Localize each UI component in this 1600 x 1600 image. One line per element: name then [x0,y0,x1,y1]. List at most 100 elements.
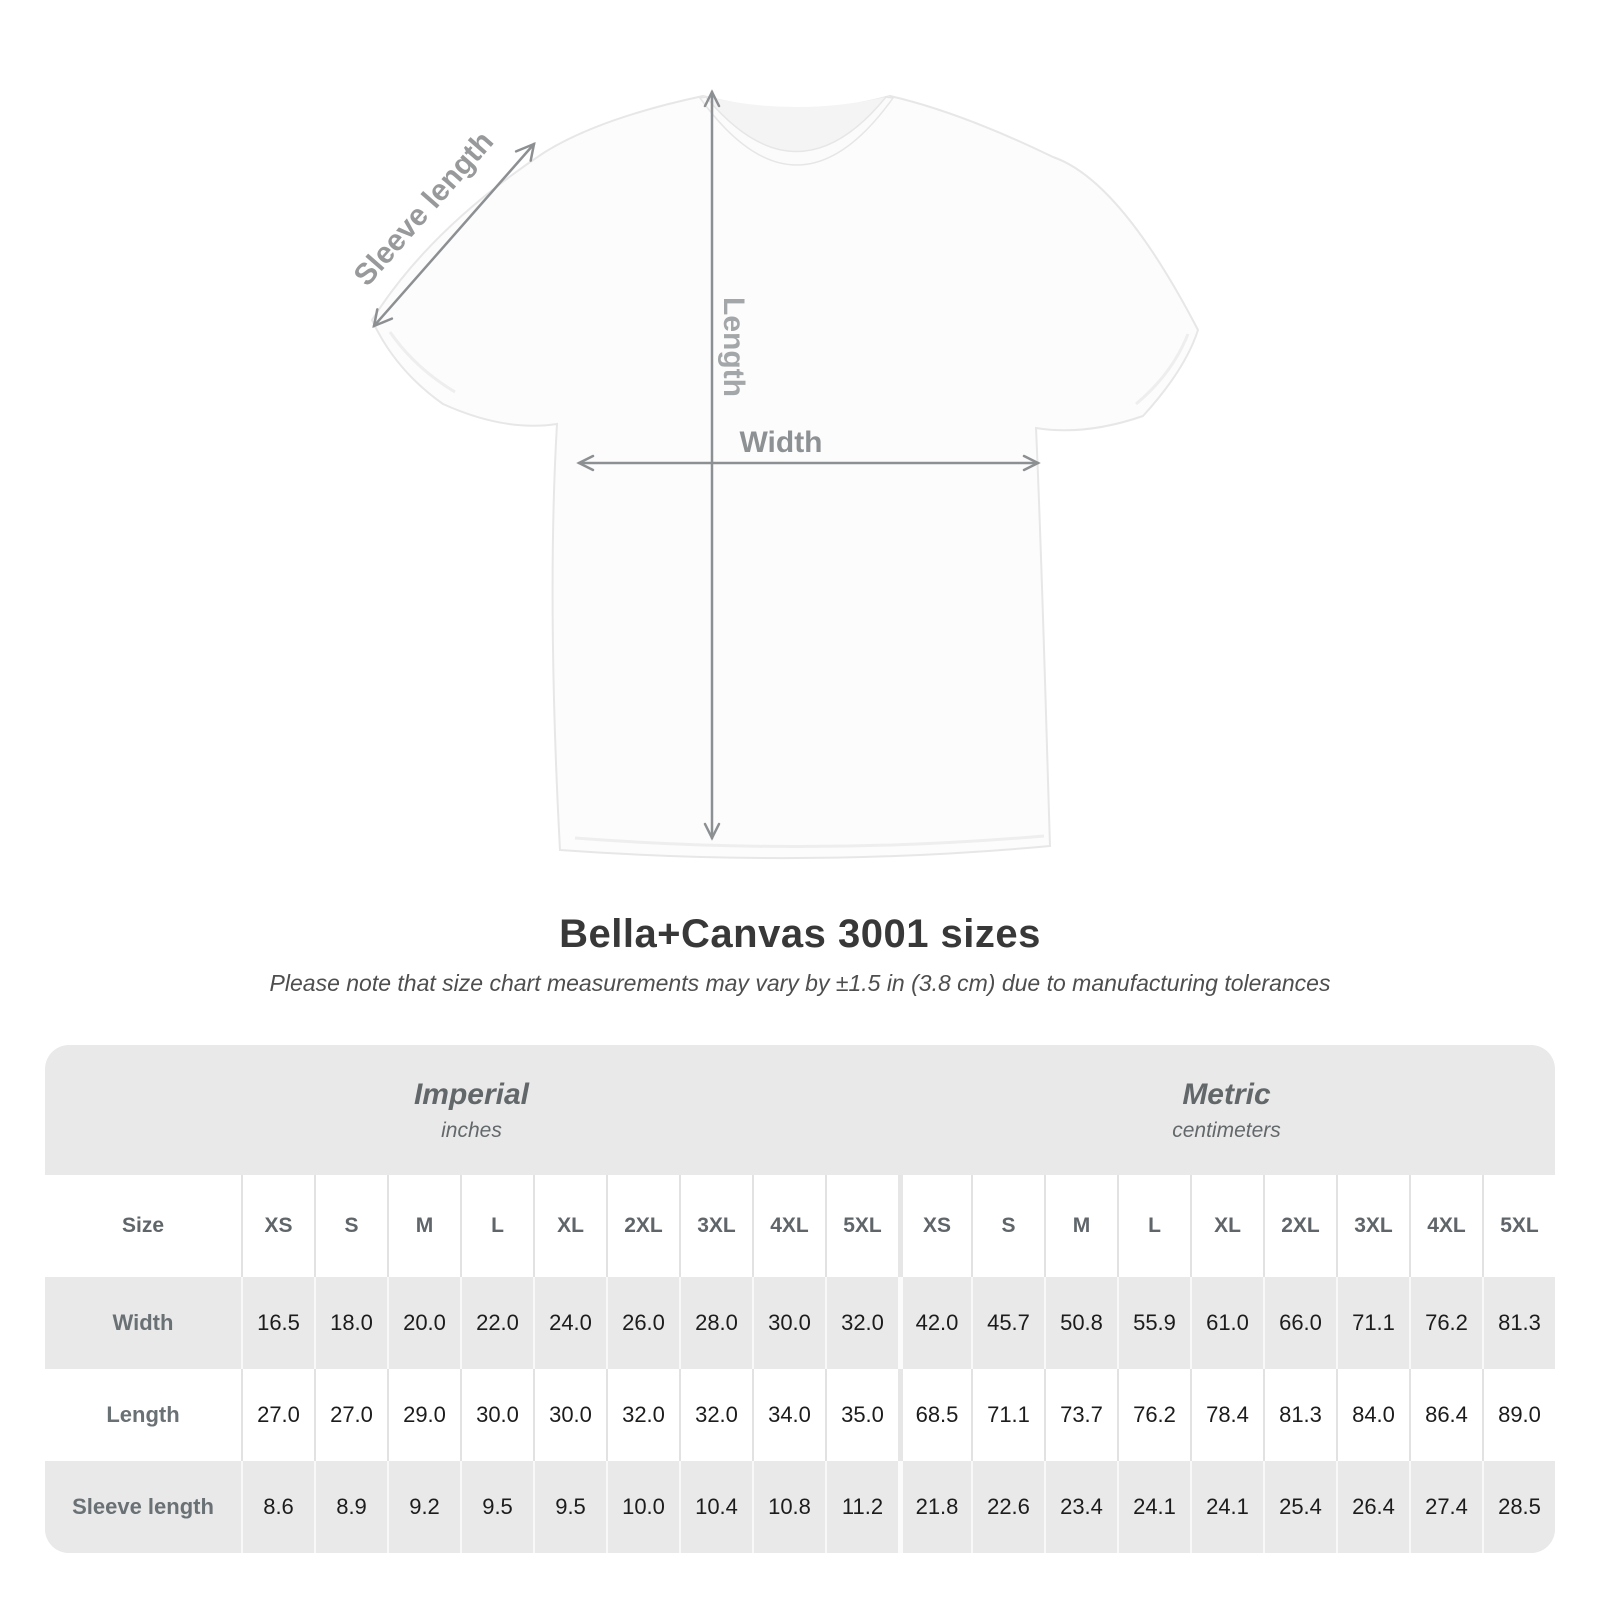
size-header-imperial-s: S [314,1175,387,1277]
length-metric-2xl: 81.3 [1263,1369,1336,1461]
right-cuff-fold [1135,333,1190,406]
imperial-header: Imperial inches [45,1045,898,1175]
size-header-imperial-xs: XS [241,1175,314,1277]
length-imperial-5xl: 35.0 [825,1369,898,1461]
size-table: Imperial inches Metric centimeters Size X… [45,1045,1555,1553]
tshirt-illustration [370,94,1200,860]
metric-header: Metric centimeters [898,1045,1555,1175]
length-arrow [703,89,721,841]
size-header-imperial-m: M [387,1175,460,1277]
sleeve-length-metric-5xl: 28.5 [1482,1461,1555,1553]
length-metric-l: 76.2 [1117,1369,1190,1461]
width-imperial-xs: 16.5 [241,1277,314,1369]
tshirt-measurement-diagram: Sleeve length Length Width [348,89,1200,860]
size-header-imperial-3xl: 3XL [679,1175,752,1277]
sleeve-length-imperial-5xl: 11.2 [825,1461,898,1553]
row-label-sleeve-length: Sleeve length [45,1461,241,1553]
sleeve-length-imperial-2xl: 10.0 [606,1461,679,1553]
bottom-hem-stitch [574,834,1045,849]
size-header-metric-3xl: 3XL [1336,1175,1409,1277]
sleeve-length-metric-xl: 24.1 [1190,1461,1263,1553]
sleeve-length-imperial-m: 9.2 [387,1461,460,1553]
width-imperial-m: 20.0 [387,1277,460,1369]
size-header-metric-2xl: 2XL [1263,1175,1336,1277]
row-label-length: Length [45,1369,241,1461]
sleeve-length-metric-xs: 21.8 [898,1461,971,1553]
sleeve-length-imperial-l: 9.5 [460,1461,533,1553]
width-metric-l: 55.9 [1117,1277,1190,1369]
width-imperial-4xl: 30.0 [752,1277,825,1369]
size-header-imperial-l: L [460,1175,533,1277]
imperial-unit: inches [441,1118,502,1142]
size-grid: Size XS S M L XL 2XL 3XL 4XL 5XL XS S M L XL 2XL 3XL 4XL 5… [45,1175,1555,1553]
tshirt-svg: Sleeve length Length Width [348,89,1200,860]
width-metric-2xl: 66.0 [1263,1277,1336,1369]
row-label-width: Width [45,1277,241,1369]
length-metric-3xl: 84.0 [1336,1369,1409,1461]
length-metric-5xl: 89.0 [1482,1369,1555,1461]
length-imperial-2xl: 32.0 [606,1369,679,1461]
tolerance-note: Please note that size chart measurements… [269,970,1331,996]
size-header-imperial-xl: XL [533,1175,606,1277]
sleeve-length-imperial-3xl: 10.4 [679,1461,752,1553]
sleeve-length-imperial-xl: 9.5 [533,1461,606,1553]
length-imperial-3xl: 32.0 [679,1369,752,1461]
width-imperial-2xl: 26.0 [606,1277,679,1369]
size-header-imperial-2xl: 2XL [606,1175,679,1277]
width-label: Width [739,426,822,459]
width-metric-m: 50.8 [1044,1277,1117,1369]
size-header-metric-xl: XL [1190,1175,1263,1277]
length-imperial-4xl: 34.0 [752,1369,825,1461]
length-metric-m: 73.7 [1044,1369,1117,1461]
sleeve-length-imperial-s: 8.9 [314,1461,387,1553]
tshirt-body [370,94,1200,860]
length-imperial-l: 30.0 [460,1369,533,1461]
metric-title: Metric [1182,1077,1271,1111]
size-header-metric-5xl: 5XL [1482,1175,1555,1277]
left-cuff-fold [388,331,456,394]
length-metric-xl: 78.4 [1190,1369,1263,1461]
metric-unit: centimeters [1172,1118,1281,1142]
sleeve-length-metric-4xl: 27.4 [1409,1461,1482,1553]
width-imperial-3xl: 28.0 [679,1277,752,1369]
sleeve-length-metric-3xl: 26.4 [1336,1461,1409,1553]
sleeve-length-arrow [372,141,536,329]
width-imperial-5xl: 32.0 [825,1277,898,1369]
width-imperial-xl: 24.0 [533,1277,606,1369]
unit-system-band: Imperial inches Metric centimeters [45,1045,1555,1175]
sleeve-length-metric-m: 23.4 [1044,1461,1117,1553]
length-imperial-xl: 30.0 [533,1369,606,1461]
sleeve-length-metric-2xl: 25.4 [1263,1461,1336,1553]
sleeve-length-metric-l: 24.1 [1117,1461,1190,1553]
length-metric-4xl: 86.4 [1409,1369,1482,1461]
size-header-metric-s: S [971,1175,1044,1277]
length-imperial-s: 27.0 [314,1369,387,1461]
size-header-metric-4xl: 4XL [1409,1175,1482,1277]
width-arrow [576,454,1041,472]
length-imperial-xs: 27.0 [241,1369,314,1461]
width-imperial-s: 18.0 [314,1277,387,1369]
size-header-metric-xs: XS [898,1175,971,1277]
length-metric-s: 71.1 [971,1369,1044,1461]
width-metric-4xl: 76.2 [1409,1277,1482,1369]
sleeve-length-imperial-xs: 8.6 [241,1461,314,1553]
width-metric-3xl: 71.1 [1336,1277,1409,1369]
size-header-metric-l: L [1117,1175,1190,1277]
size-header-metric-m: M [1044,1175,1117,1277]
width-metric-5xl: 81.3 [1482,1277,1555,1369]
length-imperial-m: 29.0 [387,1369,460,1461]
width-metric-xl: 61.0 [1190,1277,1263,1369]
size-column-header: Size [45,1175,241,1277]
neck-band [698,96,895,166]
size-header-imperial-5xl: 5XL [825,1175,898,1277]
width-metric-xs: 42.0 [898,1277,971,1369]
imperial-title: Imperial [413,1077,530,1111]
width-imperial-l: 22.0 [460,1277,533,1369]
width-metric-s: 45.7 [971,1277,1044,1369]
page-title: Bella+Canvas 3001 sizes [559,912,1041,956]
length-metric-xs: 68.5 [898,1369,971,1461]
sleeve-length-imperial-4xl: 10.8 [752,1461,825,1553]
sleeve-length-metric-s: 22.6 [971,1461,1044,1553]
size-header-imperial-4xl: 4XL [752,1175,825,1277]
